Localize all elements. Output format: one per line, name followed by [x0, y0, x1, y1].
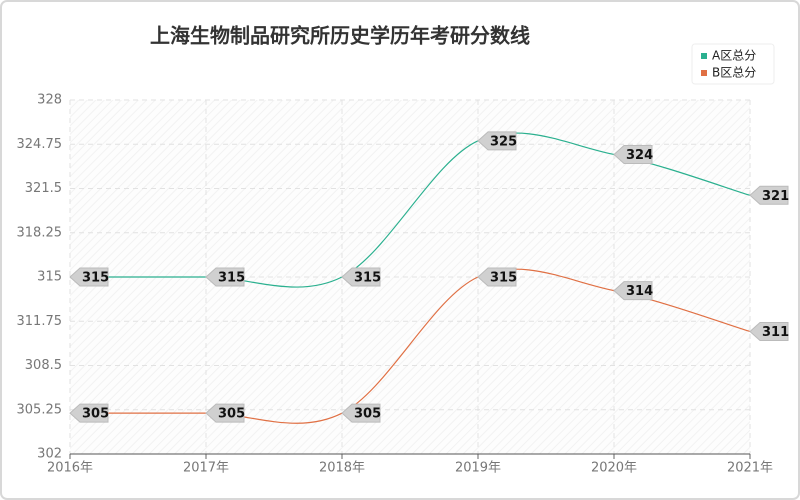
x-tick-label: 2020年 [591, 461, 637, 476]
y-tick-label: 315 [37, 270, 62, 285]
value-label: 305 [82, 407, 109, 422]
value-label-bg [205, 403, 245, 423]
value-label-bg [69, 267, 109, 287]
value-label-bg [613, 144, 653, 164]
value-label: 325 [490, 134, 517, 149]
value-label: 324 [626, 148, 653, 163]
legend: A区总分 B区总分 [691, 43, 775, 85]
value-label-bg [477, 267, 517, 287]
value-label: 315 [490, 271, 517, 286]
value-label: 315 [82, 271, 109, 286]
x-tick-label: 2017年 [183, 461, 229, 476]
value-label: 314 [626, 284, 653, 299]
value-label-bg [477, 131, 517, 151]
value-label: 305 [218, 407, 245, 422]
x-tick-label: 2019年 [455, 461, 501, 476]
y-tick-label: 328 [37, 93, 62, 108]
value-label: 321 [762, 189, 789, 204]
x-tick-label: 2018年 [319, 461, 365, 476]
value-label-bg [205, 267, 245, 287]
y-tick-label: 321.5 [25, 181, 62, 196]
value-label: 315 [354, 271, 381, 286]
value-label-bg [341, 267, 381, 287]
y-tick-label: 308.5 [25, 358, 62, 373]
value-label: 305 [354, 407, 381, 422]
x-tick-label: 2021年 [727, 461, 773, 476]
value-label-bg [749, 321, 789, 341]
legend-box [691, 43, 775, 85]
value-label-bg [613, 281, 653, 301]
value-label-bg [749, 185, 789, 205]
value-label: 311 [762, 325, 789, 340]
y-tick-label: 302 [37, 447, 62, 462]
legend-label: B区总分 [712, 66, 756, 80]
y-tick-label: 311.75 [17, 314, 63, 329]
chart-title: 上海生物制品研究所历史学历年考研分数线 [150, 24, 530, 48]
y-tick-label: 318.25 [17, 225, 63, 240]
legend-swatch [701, 53, 707, 59]
y-tick-label: 324.75 [17, 137, 63, 152]
value-label: 315 [218, 271, 245, 286]
value-label-bg [69, 403, 109, 423]
value-label-bg [341, 403, 381, 423]
x-tick-label: 2016年 [47, 461, 93, 476]
y-tick-label: 305.25 [17, 402, 63, 417]
legend-swatch [701, 70, 707, 76]
legend-label: A区总分 [712, 49, 756, 63]
